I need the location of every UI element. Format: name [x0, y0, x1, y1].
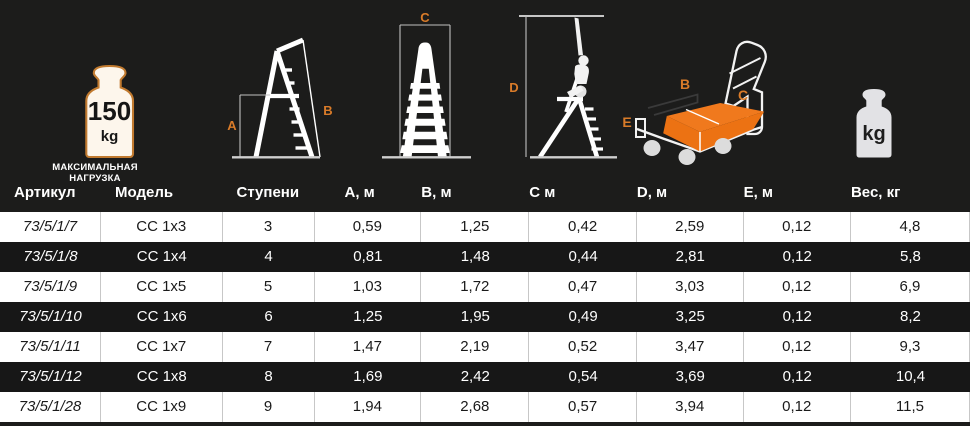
svg-text:C: C	[420, 10, 430, 25]
svg-text:kg: kg	[101, 128, 119, 145]
svg-text:B: B	[323, 103, 332, 118]
svg-text:B: B	[680, 76, 690, 92]
svg-text:C: C	[738, 87, 748, 103]
svg-text:D: D	[509, 80, 518, 95]
svg-text:kg: kg	[862, 123, 885, 145]
svg-text:A: A	[227, 118, 237, 133]
svg-text:E: E	[622, 114, 631, 130]
svg-text:150: 150	[88, 96, 131, 126]
